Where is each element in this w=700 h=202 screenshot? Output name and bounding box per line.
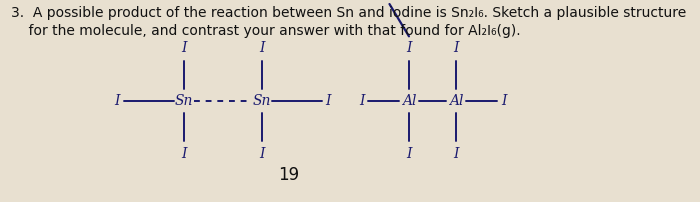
Text: I: I — [181, 41, 186, 56]
Text: I: I — [114, 94, 120, 108]
Text: I: I — [454, 146, 459, 161]
Text: I: I — [406, 146, 412, 161]
Text: I: I — [259, 41, 265, 56]
Text: I: I — [326, 94, 331, 108]
Text: I: I — [406, 41, 412, 56]
Text: I: I — [359, 94, 365, 108]
Text: Al: Al — [402, 94, 416, 108]
Text: Al: Al — [449, 94, 463, 108]
Text: Sn: Sn — [252, 94, 271, 108]
Text: 3.  A possible product of the reaction between Sn and iodine is Sn₂I₆. Sketch a : 3. A possible product of the reaction be… — [11, 6, 687, 38]
Text: I: I — [500, 94, 506, 108]
Text: I: I — [454, 41, 459, 56]
Text: 19: 19 — [278, 166, 300, 184]
Text: I: I — [181, 146, 186, 161]
Text: Sn: Sn — [174, 94, 193, 108]
Text: I: I — [259, 146, 265, 161]
